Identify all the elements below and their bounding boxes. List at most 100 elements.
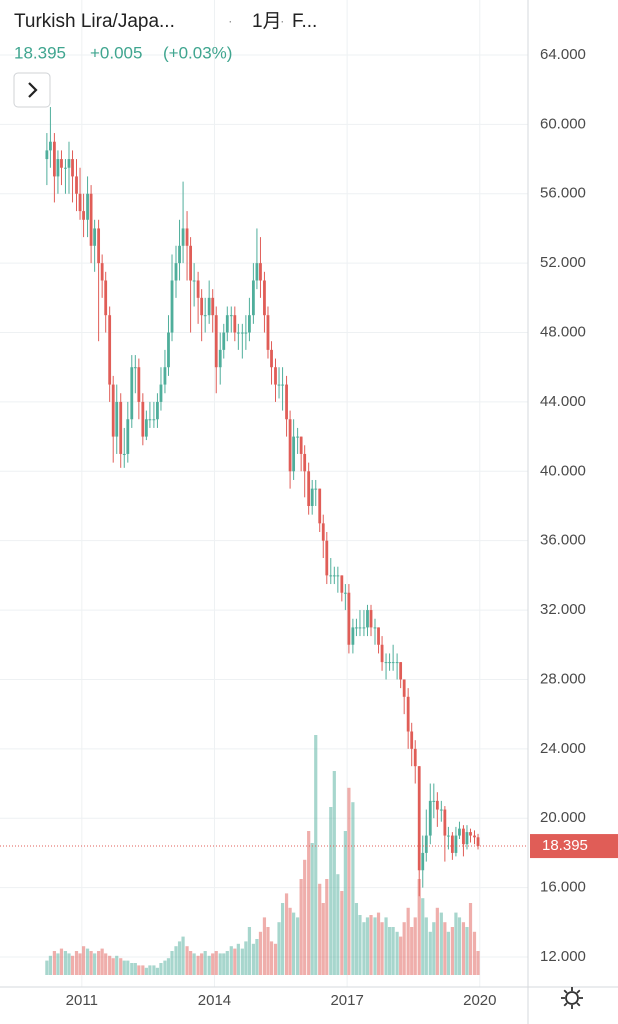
candle-body bbox=[340, 575, 344, 593]
candle-body bbox=[100, 263, 104, 281]
volume-bar bbox=[303, 859, 307, 975]
candle-body bbox=[141, 401, 145, 437]
volume-bar bbox=[318, 883, 322, 975]
volume-bar bbox=[314, 735, 318, 975]
candle-body bbox=[336, 575, 340, 577]
candle-body bbox=[137, 367, 141, 402]
candle-body bbox=[435, 800, 439, 810]
y-tick-label: 60.000 bbox=[540, 115, 586, 132]
last-price: 18.395 bbox=[14, 43, 66, 62]
chevron-icon[interactable] bbox=[28, 82, 38, 98]
volume-bar bbox=[428, 931, 432, 975]
candle-body bbox=[156, 401, 159, 420]
candle-body bbox=[192, 280, 196, 282]
expand-button[interactable] bbox=[13, 72, 51, 108]
volume-bar bbox=[251, 943, 255, 975]
volume-bar bbox=[119, 958, 123, 975]
settings-button[interactable] bbox=[561, 987, 583, 1009]
candle-body bbox=[355, 627, 358, 629]
volume-bar bbox=[380, 922, 384, 975]
candle-body bbox=[89, 193, 93, 246]
volume-bar bbox=[376, 912, 381, 975]
volume-bar bbox=[299, 879, 303, 975]
candle-body bbox=[148, 419, 152, 421]
volume-bar bbox=[262, 917, 267, 975]
candle-body bbox=[443, 809, 447, 836]
candle-body bbox=[380, 644, 384, 663]
candle-body bbox=[159, 384, 163, 402]
candle-body bbox=[432, 800, 436, 802]
volume-bar bbox=[225, 951, 229, 975]
volume-bar bbox=[288, 907, 292, 975]
volume-bar bbox=[432, 922, 436, 975]
candle-body bbox=[281, 384, 284, 386]
volume-bar bbox=[85, 948, 90, 975]
candle-body bbox=[144, 419, 148, 437]
candle-body bbox=[388, 662, 391, 664]
interval: 1月 bbox=[252, 11, 282, 32]
volume-bar bbox=[476, 951, 480, 975]
volume-bar bbox=[170, 951, 174, 975]
candle-body bbox=[259, 263, 262, 281]
volume-bar bbox=[148, 965, 152, 975]
candle-body bbox=[439, 809, 443, 811]
volume-bar bbox=[343, 831, 347, 975]
y-tick-label: 56.000 bbox=[540, 185, 586, 202]
volume-bar bbox=[45, 960, 49, 975]
candle-body bbox=[218, 349, 222, 368]
candle-body bbox=[366, 610, 369, 628]
exchange: F... bbox=[292, 11, 317, 32]
candle-body bbox=[115, 401, 119, 437]
x-tick-label: 2011 bbox=[66, 992, 98, 1009]
y-tick-label: 40.000 bbox=[540, 462, 586, 479]
volume-bar bbox=[174, 946, 178, 975]
volume-bar bbox=[67, 953, 71, 975]
volume-bar bbox=[340, 891, 344, 975]
volume-bar bbox=[373, 917, 377, 975]
candle-body bbox=[163, 367, 167, 385]
candle-body bbox=[325, 540, 329, 576]
candle-body bbox=[67, 159, 71, 168]
volume-bar bbox=[362, 922, 366, 975]
volume-bar bbox=[258, 931, 263, 975]
volume-bar bbox=[307, 831, 311, 975]
candle-body bbox=[185, 228, 189, 246]
candle-body bbox=[384, 662, 388, 664]
y-tick-label: 32.000 bbox=[540, 601, 586, 618]
candle-body bbox=[476, 837, 480, 847]
candle-body bbox=[314, 488, 318, 490]
volume-bar bbox=[421, 898, 425, 975]
button-box[interactable] bbox=[13, 72, 51, 108]
candle-body bbox=[332, 575, 336, 577]
candle-body bbox=[299, 436, 303, 454]
volume-bar bbox=[97, 951, 101, 975]
volume-bar bbox=[126, 960, 130, 975]
volume-bar bbox=[63, 951, 68, 975]
candle-body bbox=[424, 835, 428, 853]
y-tick-label: 48.000 bbox=[540, 323, 586, 340]
candle-body bbox=[369, 610, 373, 628]
volume-bar bbox=[413, 917, 417, 975]
candle-body bbox=[133, 367, 137, 369]
candle-body bbox=[447, 835, 450, 837]
volume-bar bbox=[163, 960, 167, 975]
candle-body bbox=[377, 627, 380, 645]
volume-bar bbox=[280, 903, 285, 975]
candle-body bbox=[469, 832, 472, 836]
volume-bar bbox=[296, 917, 300, 975]
volume-bar bbox=[310, 843, 314, 975]
candle-body bbox=[225, 315, 229, 333]
candle-body bbox=[296, 436, 300, 438]
gear-teeth[interactable] bbox=[561, 987, 583, 1009]
candle-body bbox=[111, 384, 115, 437]
volume-bar bbox=[336, 874, 340, 975]
axes: 64.000 60.000 56.000 52.000 48.000 44.000 40.0… bbox=[0, 46, 618, 1009]
candle-body bbox=[248, 315, 251, 333]
gear-icon[interactable] bbox=[565, 991, 579, 1005]
volume-bar bbox=[321, 903, 325, 975]
volume-bar bbox=[284, 893, 289, 975]
candle-body bbox=[75, 176, 78, 194]
candle-body bbox=[170, 280, 174, 333]
volume-bar bbox=[108, 955, 112, 975]
